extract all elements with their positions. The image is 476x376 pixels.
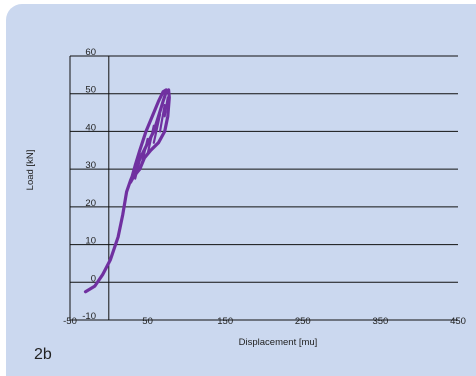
y-tick-label: 10: [85, 236, 96, 247]
grid-lines: [70, 55, 458, 321]
hatch-line: [163, 96, 169, 118]
plot-area: [83, 88, 171, 294]
figure-label: 2b: [34, 346, 52, 363]
y-tick-label: 60: [85, 47, 96, 58]
hatch-line: [146, 124, 155, 156]
load-curve: [83, 88, 171, 294]
x-tick-label: 150: [217, 316, 233, 327]
y-tick-label: -10: [82, 311, 96, 322]
y-tick-label: 40: [85, 122, 96, 133]
y-tick-label: 30: [85, 160, 96, 171]
y-axis-label: Load [kN]: [25, 150, 36, 191]
x-tick-label: 450: [450, 316, 466, 327]
hatch-line: [158, 103, 166, 133]
y-tick-label: 50: [85, 85, 96, 96]
x-tick-label: 50: [142, 316, 153, 327]
tick-labels: -10 0 10 20 30 40 50 60 -50 50 150 250 350 450: [63, 47, 466, 327]
hatch-line: [140, 137, 149, 167]
x-axis-label: Displacement [mu]: [239, 337, 318, 348]
y-tick-label: 0: [91, 273, 96, 284]
x-tick-label: 250: [295, 316, 311, 327]
hatch-line: [152, 113, 162, 144]
axes: [69, 56, 110, 320]
hatch-line: [134, 152, 143, 180]
x-tick-label: -50: [63, 316, 77, 327]
y-tick-label: 20: [85, 198, 96, 209]
chart-panel: [6, 4, 476, 376]
x-tick-label: 350: [372, 316, 388, 327]
